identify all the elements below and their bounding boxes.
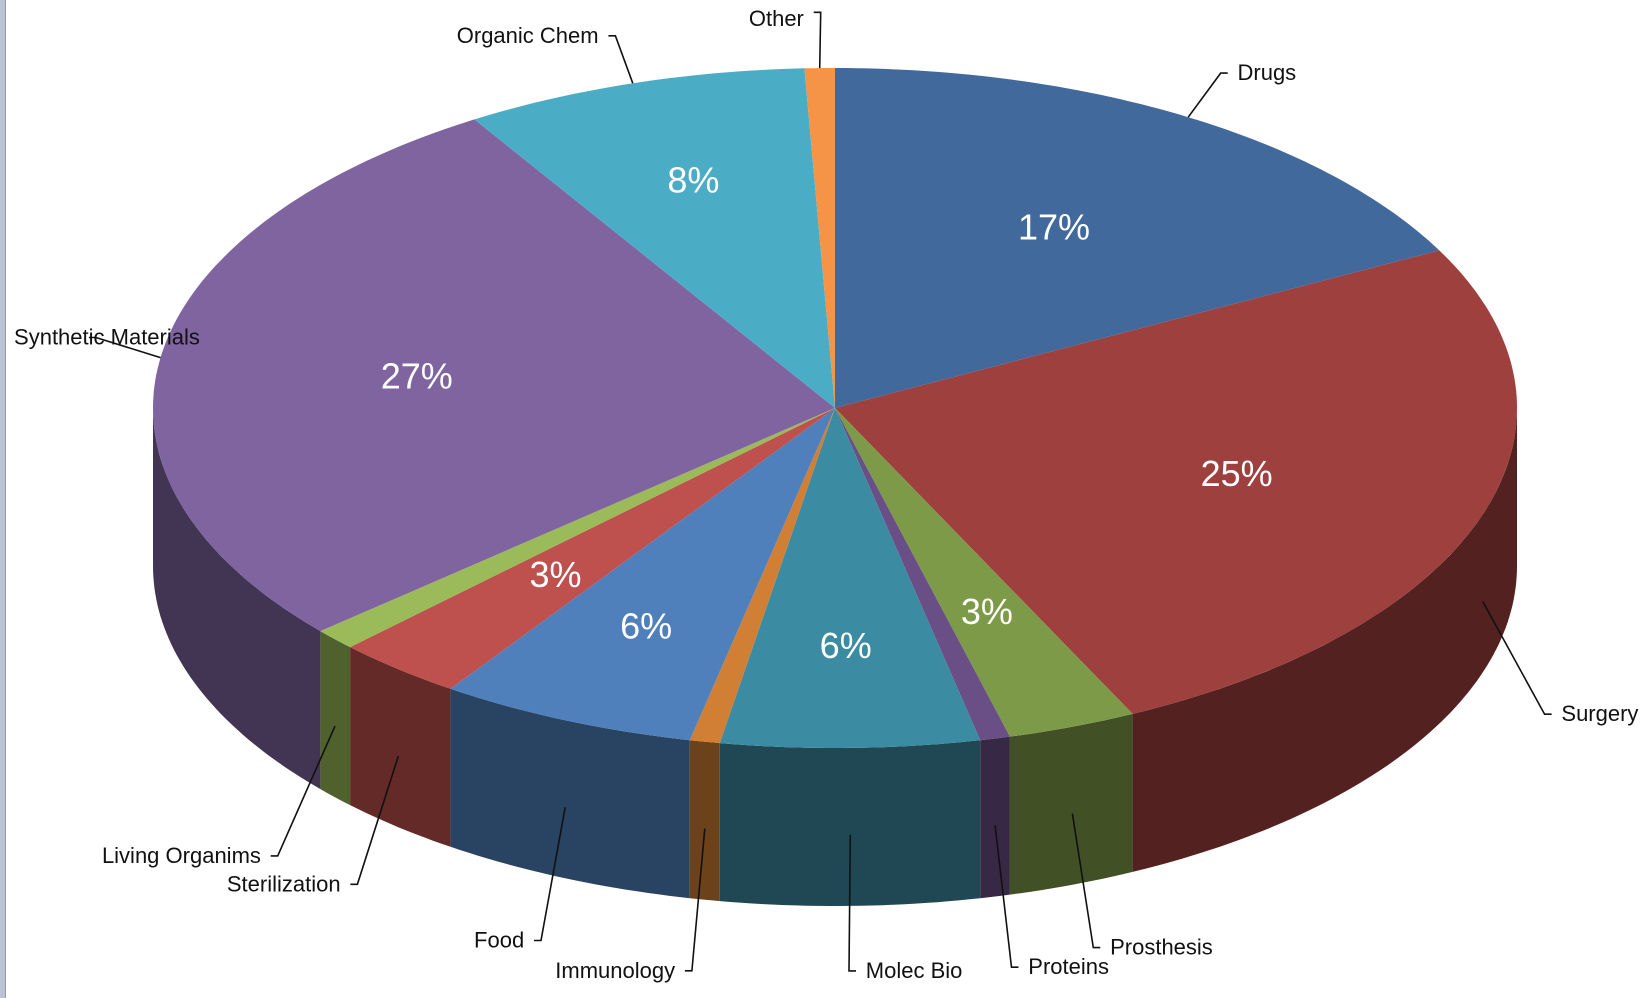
leader-line-sterilization: [350, 755, 400, 886]
pie-slice-organic-chem: [474, 68, 835, 409]
category-label-living-organims: Living Organims: [102, 843, 261, 868]
leader-line-prosthesis: [1071, 813, 1101, 949]
leader-line-molec-bio: [848, 834, 856, 972]
pct-label-drugs: 17%: [1018, 207, 1090, 248]
category-label-prosthesis: Prosthesis: [1110, 935, 1213, 960]
window-left-edge: [0, 0, 6, 998]
pie-side-living-organims: [320, 631, 351, 806]
pie-slice-molec-bio: [719, 408, 981, 748]
pct-label-surgery: 25%: [1201, 453, 1273, 494]
pie-side-immunology: [689, 740, 720, 902]
pie-side-food: [450, 688, 690, 899]
leader-line-food: [534, 807, 566, 942]
pie-slice-food: [450, 408, 835, 741]
leader-line-organic-chem: [608, 34, 634, 84]
pie-side-prosthesis: [1009, 713, 1133, 895]
category-label-sterilization: Sterilization: [227, 871, 341, 896]
pie-slice-proteins: [835, 408, 1010, 741]
category-label-surgery: Surgery: [1561, 701, 1638, 726]
leader-line-immunology: [684, 828, 706, 972]
leader-line-living-organims: [270, 725, 336, 857]
category-label-proteins: Proteins: [1028, 954, 1109, 979]
category-label-synthetic-materials: Synthetic Materials: [14, 325, 200, 350]
pie-slice-prosthesis: [835, 408, 1133, 737]
leader-line-drugs: [1187, 72, 1228, 118]
category-label-food: Food: [474, 928, 524, 953]
pie-slice-sterilization: [350, 408, 835, 689]
pie-slice-living-organims: [320, 408, 835, 648]
pie-side-synthetic-materials: [153, 408, 321, 790]
percent-labels: 17% 25% 3% 6% 6% 3% 27% 8%: [381, 160, 1273, 666]
pct-label-molec-bio: 6%: [820, 625, 872, 666]
pie-side-walls: [153, 408, 1517, 906]
pie-slice-drugs: [835, 68, 1440, 408]
category-label-organic-chem: Organic Chem: [457, 23, 599, 48]
pie-top-faces: [153, 68, 1517, 748]
leader-lines: [88, 11, 1552, 972]
category-label-immunology: Immunology: [555, 958, 675, 983]
pie-side-molec-bio: [719, 740, 981, 906]
pie-side-surgery: [1132, 408, 1517, 872]
pct-label-synthetic-materials: 27%: [381, 356, 453, 397]
pie-slice-immunology: [689, 408, 835, 744]
leader-line-other: [813, 11, 822, 69]
leader-line-surgery: [1481, 601, 1552, 716]
pct-label-sterilization: 3%: [529, 554, 581, 595]
category-label-other: Other: [749, 6, 804, 31]
pie-slice-other: [804, 68, 835, 408]
pie-side-proteins: [980, 736, 1010, 899]
pct-label-prosthesis: 3%: [961, 591, 1013, 632]
category-label-drugs: Drugs: [1238, 60, 1297, 85]
pct-label-organic-chem: 8%: [667, 160, 719, 201]
pie-slice-synthetic-materials: [153, 119, 835, 632]
category-label-molec-bio: Molec Bio: [866, 958, 963, 983]
leader-line-synthetic-materials: [88, 336, 161, 359]
pie-side-sterilization: [350, 647, 451, 847]
pct-label-food: 6%: [620, 606, 672, 647]
leader-line-proteins: [994, 825, 1019, 969]
pie-slice-surgery: [835, 250, 1517, 714]
